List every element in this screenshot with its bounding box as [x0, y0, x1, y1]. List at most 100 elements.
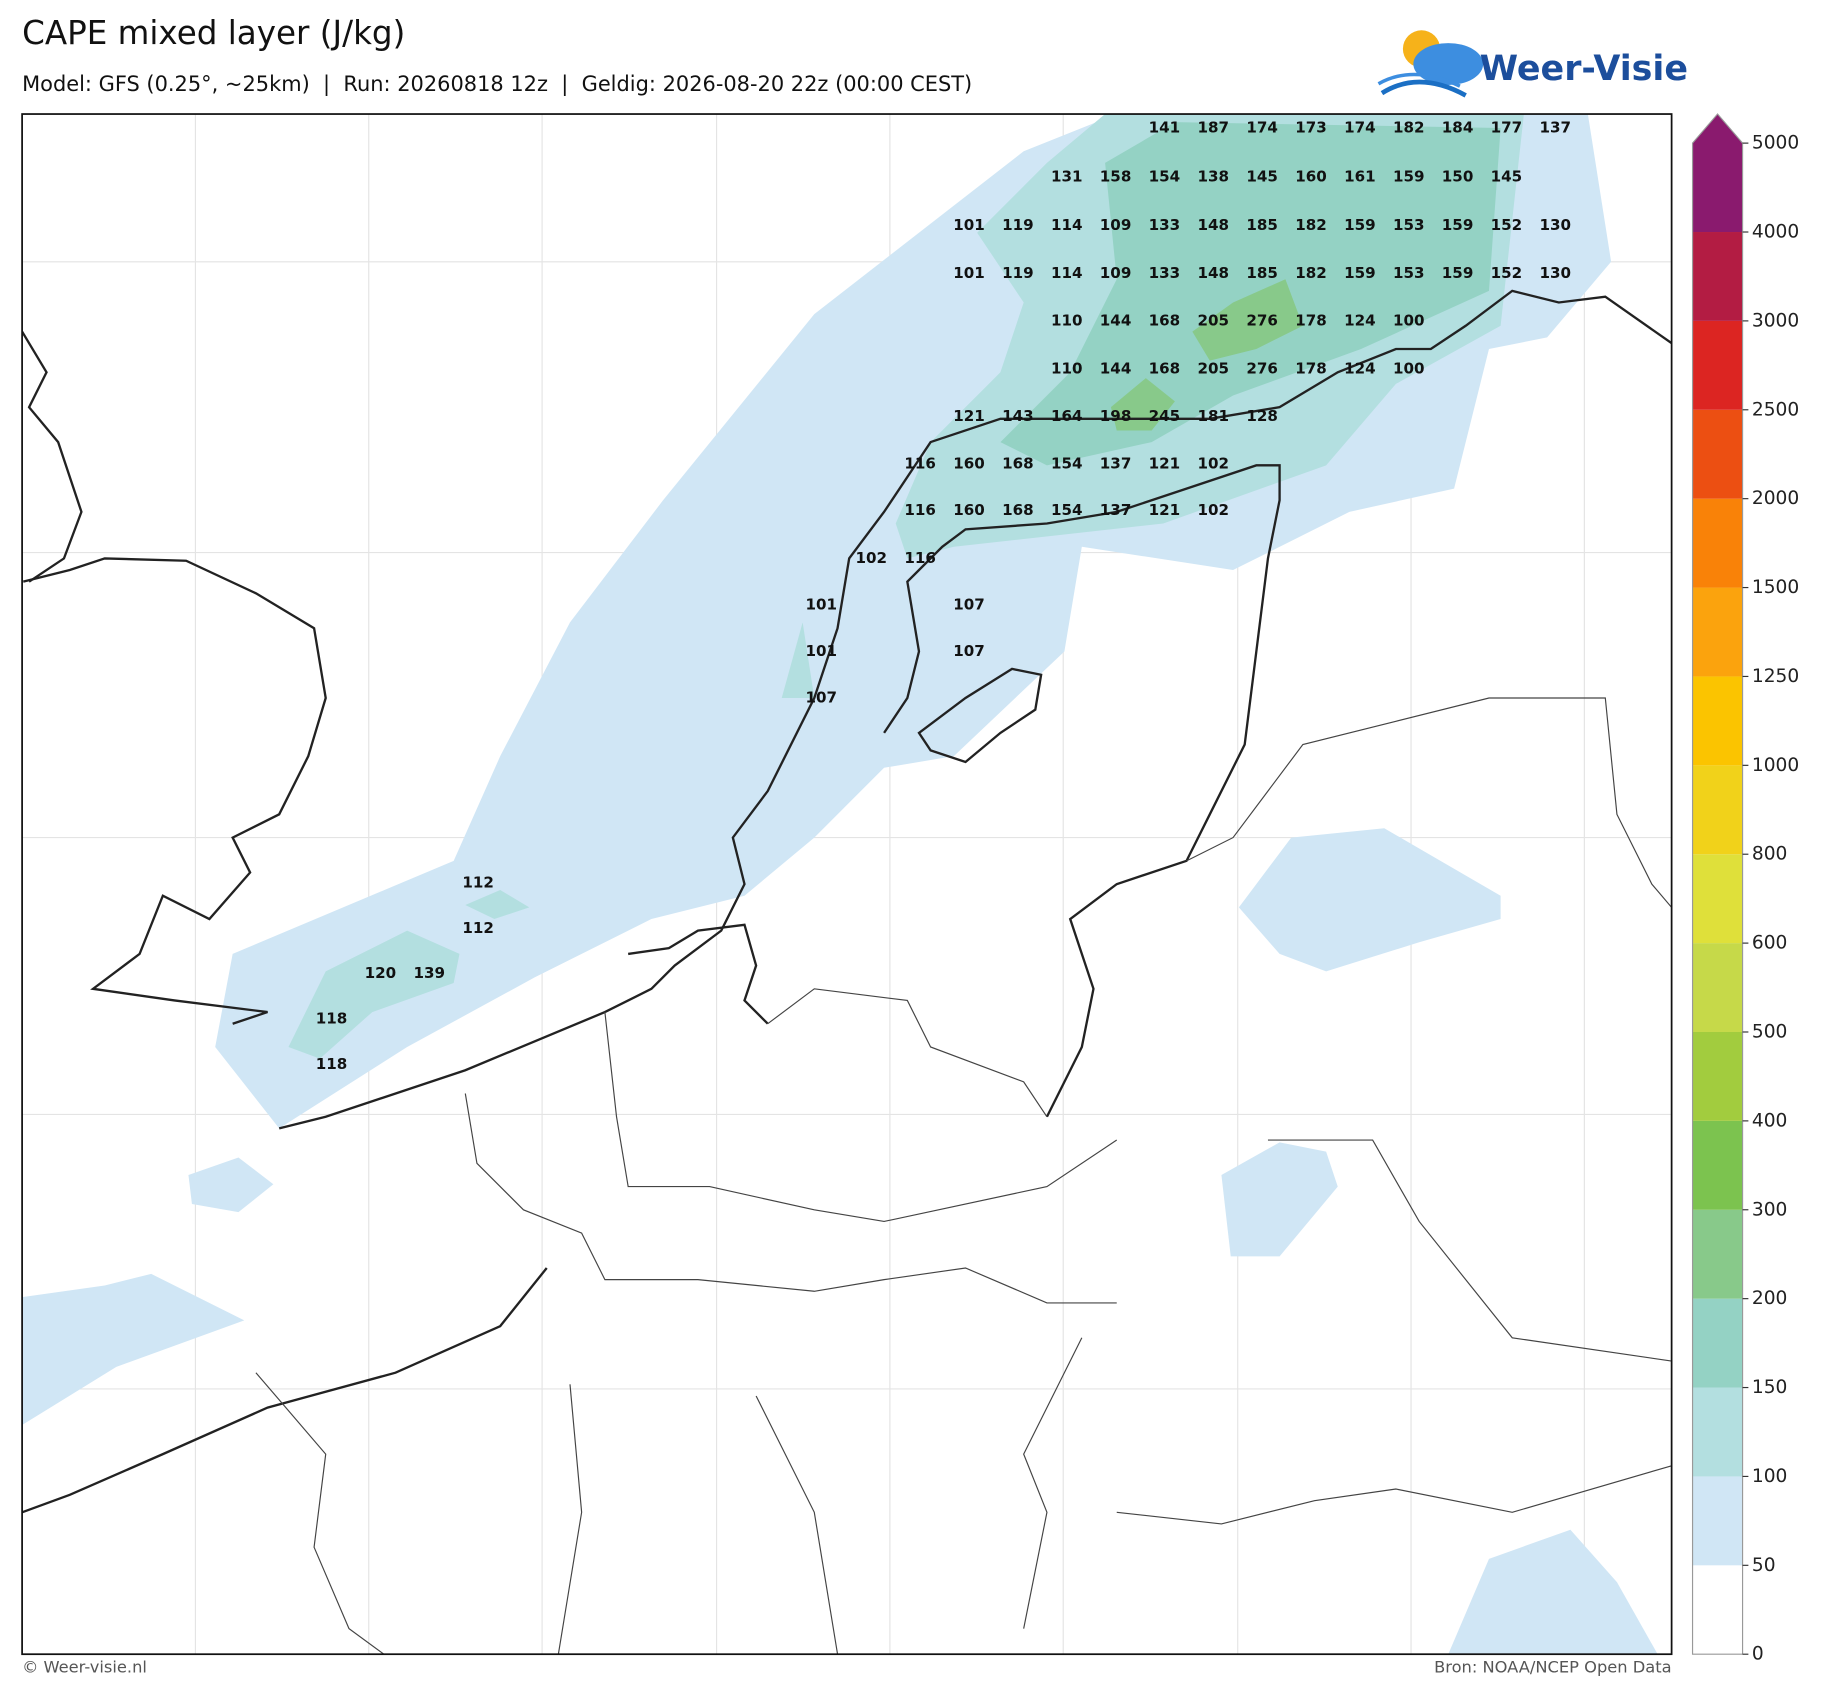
cape-value: 168 [1149, 359, 1181, 377]
colorbar-band [1692, 1298, 1743, 1388]
cape-value: 110 [1051, 359, 1083, 377]
cape-value: 118 [316, 1055, 348, 1073]
colorbar-tick-label: 4000 [1752, 222, 1799, 243]
cape-value: 121 [953, 407, 985, 425]
cape-value: 205 [1198, 359, 1230, 377]
cape-value: 107 [953, 642, 985, 660]
cape-value: 205 [1198, 312, 1230, 330]
colorbar-band [1692, 587, 1743, 677]
cape-value: 245 [1149, 407, 1181, 425]
cape-value: 159 [1442, 264, 1474, 282]
colorbar-tick-label: 600 [1752, 933, 1788, 954]
title: CAPE mixed layer (J/kg) [22, 14, 405, 52]
cape-value: 121 [1149, 455, 1181, 473]
subtitle: Model: GFS (0.25°, ~25km) | Run: 2026081… [22, 72, 972, 97]
cape-value: 137 [1100, 455, 1132, 473]
cape-value: 173 [1295, 119, 1327, 137]
cape-value: 187 [1198, 119, 1230, 137]
cape-value: 137 [1100, 501, 1132, 519]
colorbar-band [1692, 854, 1743, 944]
colorbar-tick-label: 300 [1752, 1199, 1788, 1220]
cape-value: 101 [805, 642, 837, 660]
cape-value: 102 [1198, 501, 1230, 519]
colorbar-outline [1691, 113, 1744, 1655]
cape-value: 184 [1442, 119, 1474, 137]
colorbar-band [1692, 1565, 1743, 1655]
cape-value: 124 [1344, 312, 1376, 330]
cape-value: 109 [1100, 216, 1132, 234]
colorbar-tick-label: 1500 [1752, 577, 1799, 598]
cape-value: 159 [1344, 216, 1376, 234]
cape-value: 114 [1051, 216, 1083, 234]
cape-value: 174 [1246, 119, 1278, 137]
cape-value: 118 [316, 1010, 348, 1028]
colorbar-tick-label: 0 [1752, 1644, 1764, 1665]
cape-value: 130 [1540, 264, 1572, 282]
cape-value: 168 [1149, 312, 1181, 330]
cape-value: 138 [1198, 167, 1230, 185]
cape-value: 124 [1344, 359, 1376, 377]
cape-value: 160 [953, 455, 985, 473]
cape-value: 148 [1198, 216, 1230, 234]
cape-value: 178 [1295, 359, 1327, 377]
cape-value: 112 [462, 919, 494, 937]
colorbar-tick-label: 500 [1752, 1021, 1788, 1042]
cape-value: 182 [1295, 264, 1327, 282]
cape-value: 133 [1149, 216, 1181, 234]
cape-value: 161 [1344, 167, 1376, 185]
colorbar: 0 50 100 150 200 300 400 500 600 800 1000 1250 1500 2… [1691, 113, 1799, 1665]
cape-value: 276 [1246, 312, 1278, 330]
cape-value: 130 [1540, 216, 1572, 234]
cape-value: 109 [1100, 264, 1132, 282]
colorbar-band [1692, 232, 1743, 321]
cape-value: 181 [1198, 407, 1230, 425]
cape-value: 107 [953, 595, 985, 613]
cape-value: 144 [1100, 312, 1132, 330]
cape-value: 168 [1002, 501, 1034, 519]
cape-value: 148 [1198, 264, 1230, 282]
cape-value: 154 [1149, 167, 1181, 185]
borders [255, 697, 1672, 1655]
colorbar-band [1692, 1120, 1743, 1210]
cape-value: 101 [953, 216, 985, 234]
cape-value: 154 [1051, 501, 1083, 519]
cape-value: 112 [462, 873, 494, 891]
colorbar-band [1692, 1031, 1743, 1121]
source: Bron: NOAA/NCEP Open Data [1434, 1658, 1672, 1677]
map-frame [21, 113, 1673, 1656]
cape-value: 168 [1002, 455, 1034, 473]
cape-value: 102 [1198, 455, 1230, 473]
cape-value: 100 [1393, 359, 1425, 377]
colorbar-tick-label: 2000 [1752, 488, 1799, 509]
colorbar-band [1692, 1387, 1743, 1477]
cape-value: 152 [1491, 216, 1523, 234]
cape-shading [22, 114, 1658, 1655]
cape-value: 153 [1393, 264, 1425, 282]
cape-value: 185 [1246, 216, 1278, 234]
cape-value: 121 [1149, 501, 1181, 519]
cape-value: 119 [1002, 264, 1034, 282]
coastlines [22, 289, 1672, 1514]
cape-value: 131 [1051, 167, 1083, 185]
colorbar-tick-label: 2500 [1752, 399, 1799, 420]
colorbar-tick-label: 400 [1752, 1110, 1788, 1131]
colorbar-band [1692, 498, 1743, 588]
cape-value: 177 [1491, 119, 1523, 137]
colorbar-band [1692, 1476, 1743, 1566]
logo-text: Weer-Visie [1480, 49, 1688, 89]
colorbar-band [1692, 676, 1743, 766]
cape-value: 145 [1246, 167, 1278, 185]
map-labels: 141 187 174 173 174 182 184 177 137 131 158 154 138 1… [316, 119, 1571, 1073]
colorbar-tick-label: 150 [1752, 1377, 1788, 1398]
colorbar-band [1692, 114, 1743, 233]
cape-value: 100 [1393, 312, 1425, 330]
cape-value: 150 [1442, 167, 1474, 185]
cape-value: 102 [856, 549, 888, 567]
cape-value: 178 [1295, 312, 1327, 330]
cape-value: 276 [1246, 359, 1278, 377]
colorbar-tick-label: 800 [1752, 844, 1788, 865]
cape-value: 116 [904, 501, 936, 519]
colorbar-band [1692, 409, 1743, 499]
cape-value: 174 [1344, 119, 1376, 137]
